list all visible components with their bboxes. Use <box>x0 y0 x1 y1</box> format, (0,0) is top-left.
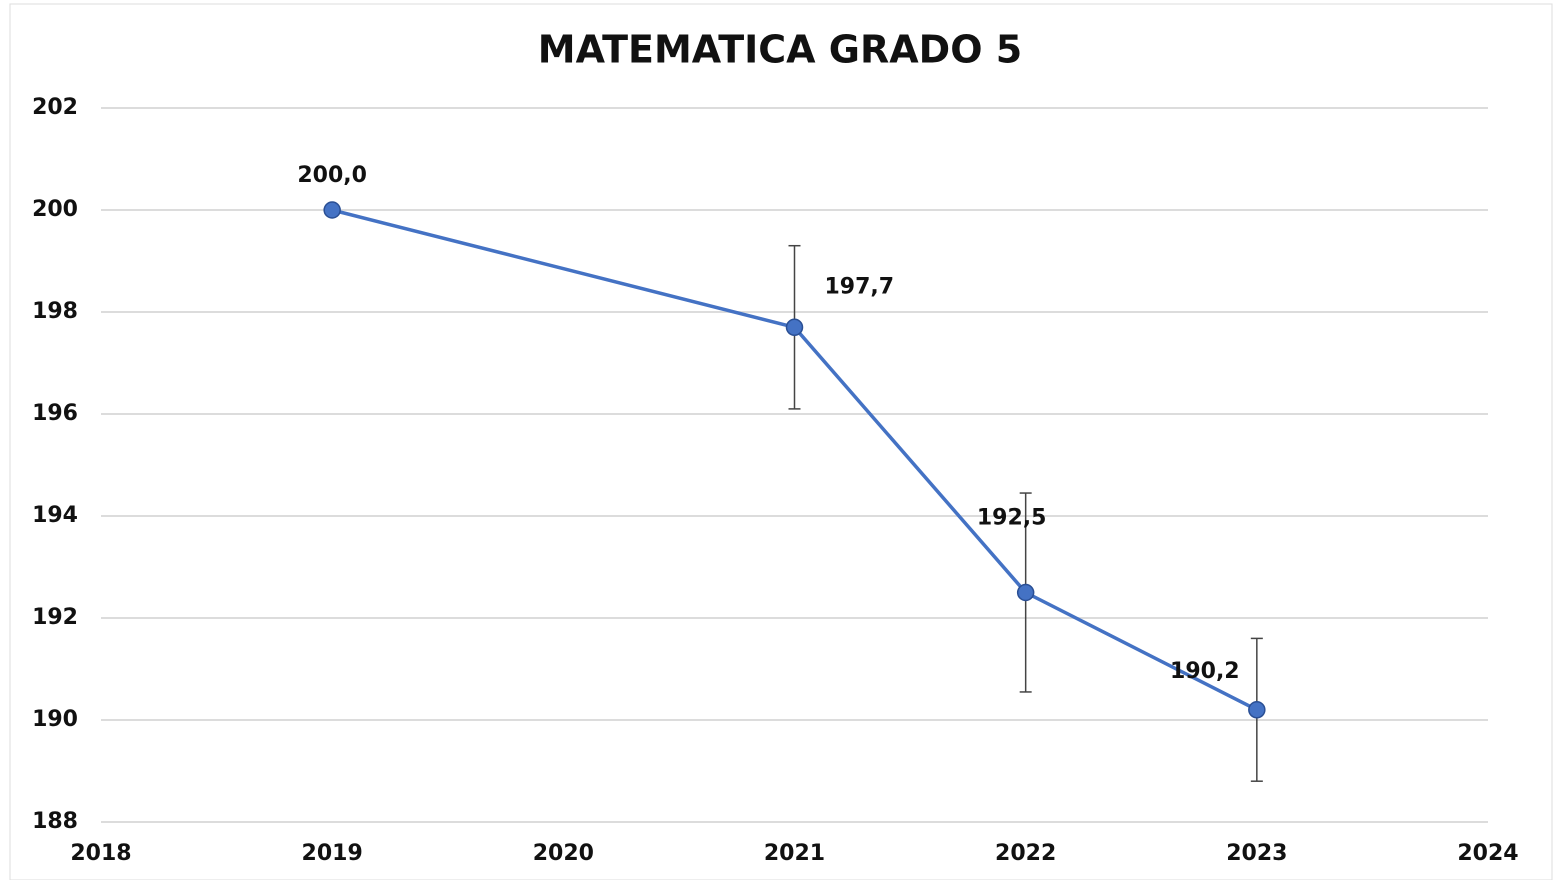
x-tick-label: 2019 <box>302 841 363 866</box>
data-label: 190,2 <box>1170 659 1240 684</box>
data-label: 192,5 <box>977 506 1047 531</box>
y-tick-label: 196 <box>32 401 78 426</box>
y-tick-label: 192 <box>32 605 78 630</box>
data-line <box>331 208 1258 712</box>
x-tick-label: 2021 <box>764 841 825 866</box>
data-label: 200,0 <box>297 163 367 188</box>
x-tick-label: 2023 <box>1226 841 1287 866</box>
y-tick-label: 198 <box>32 299 78 324</box>
y-tick-label: 194 <box>32 503 78 528</box>
chart-frame <box>9 3 1553 880</box>
y-tick-label: 200 <box>32 197 78 222</box>
y-tick-label: 190 <box>32 707 78 732</box>
x-tick-label: 2022 <box>995 841 1056 866</box>
data-point <box>1248 701 1266 719</box>
x-tick-label: 2024 <box>1457 841 1518 866</box>
x-tick-label: 2018 <box>70 841 131 866</box>
data-point <box>323 201 341 219</box>
y-tick-label: 188 <box>32 809 78 834</box>
data-point <box>1016 583 1035 602</box>
chart-title: MATEMATICA GRADO 5 <box>538 28 1022 72</box>
x-tick-label: 2020 <box>533 841 594 866</box>
y-tick-label: 202 <box>32 95 78 120</box>
data-label: 197,7 <box>825 274 895 299</box>
data-point <box>785 318 804 337</box>
